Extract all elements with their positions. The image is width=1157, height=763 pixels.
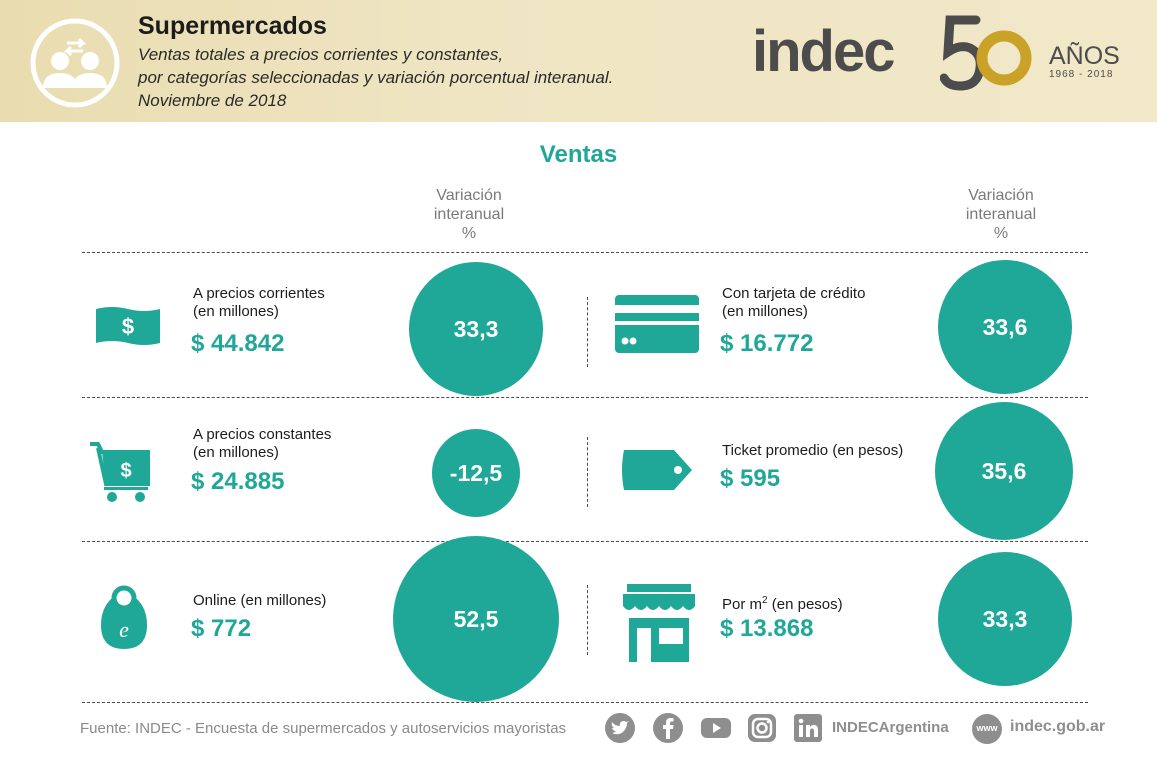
variation-header-line: % [461, 225, 477, 242]
page-title: Supermercados [138, 12, 327, 40]
www-badge-shape [972, 714, 1002, 744]
variation-header-line: Variación [436, 187, 502, 204]
item-value: $ 595 [720, 465, 781, 492]
item-label: Con tarjeta de crédito (en millones) [722, 285, 865, 321]
item-value: $ 772 [191, 615, 252, 642]
website-link[interactable]: indec.gob.ar [1010, 718, 1106, 735]
subtitle-line-1: Ventas totales a precios corrientes y co… [138, 45, 504, 64]
variation-bubble: 33,6 [938, 260, 1072, 394]
variation-value: -12,5 [449, 459, 503, 486]
variation-bubble: 35,6 [935, 402, 1073, 540]
variation-value: 52,5 [453, 605, 499, 632]
variation-header-line: interanual [433, 206, 505, 223]
online-bag-icon: e [101, 585, 147, 649]
column-divider [587, 585, 588, 655]
item-label-line: A precios constantes [193, 426, 332, 443]
variation-bubble: 52,5 [393, 536, 559, 702]
fifty-years-logo [940, 15, 1032, 91]
anos-years: 1968 - 2018 [1049, 69, 1114, 80]
twitter-icon[interactable] [604, 712, 636, 744]
shopping-cart-icon: $ [90, 442, 150, 502]
item-label: Por m2 (en pesos) [722, 592, 843, 614]
row-divider [82, 397, 1088, 398]
variation-header-line: Variación [968, 187, 1034, 204]
youtube-icon[interactable] [700, 712, 732, 744]
item-label-line: (en millones) [722, 303, 808, 320]
svg-text:e: e [119, 617, 129, 642]
price-tag-icon [622, 450, 692, 490]
variation-value: 33,3 [453, 315, 499, 342]
variation-bubble: 33,3 [409, 262, 543, 396]
row-divider [82, 702, 1088, 703]
variation-header-right: Variación interanual % [931, 186, 1071, 243]
item-label-line: (en millones) [193, 303, 279, 320]
section-title: Ventas [539, 141, 618, 168]
item-value: $ 16.772 [720, 330, 814, 357]
superscript-two: 2 [762, 595, 768, 606]
variation-value: 33,3 [982, 605, 1028, 632]
source-note: Fuente: INDEC - Encuesta de supermercado… [80, 720, 567, 737]
item-label-line: Por m [722, 596, 763, 613]
item-label-line: (en pesos) [771, 596, 843, 613]
row-divider [82, 541, 1088, 542]
variation-header-line: % [993, 225, 1009, 242]
variation-value: 35,6 [981, 457, 1027, 484]
www-badge-text: www [976, 723, 998, 733]
subtitle-date: Noviembre de 2018 [138, 91, 287, 110]
anos-label: AÑOS [1049, 42, 1120, 70]
item-value: $ 13.868 [720, 615, 814, 642]
variation-bubble: -12,5 [432, 429, 520, 517]
people-exchange-icon [30, 18, 120, 108]
svg-text:$: $ [120, 460, 131, 482]
item-label: A precios constantes (en millones) [193, 426, 331, 462]
header-banner: Supermercados Ventas totales a precios c… [0, 0, 1157, 122]
item-label: A precios corrientes (en millones) [193, 285, 325, 321]
item-label-line: Online (en millones) [193, 592, 327, 609]
svg-text:$: $ [122, 314, 134, 339]
column-divider [587, 297, 588, 367]
variation-value: 33,6 [982, 313, 1028, 340]
indec-logo: indec [752, 19, 895, 84]
facebook-icon[interactable] [652, 712, 684, 744]
www-icon[interactable]: www [971, 713, 1003, 745]
instagram-icon[interactable] [746, 712, 778, 744]
item-label-line: Ticket promedio (en pesos) [722, 442, 904, 459]
variation-bubble: 33,3 [938, 552, 1072, 686]
linkedin-icon[interactable] [792, 712, 824, 744]
column-divider [587, 437, 588, 507]
subtitle-line-2: por categorías seleccionadas y variación… [138, 68, 614, 87]
item-label: Ticket promedio (en pesos) [722, 442, 903, 460]
item-value: $ 24.885 [191, 468, 285, 495]
item-label-line: A precios corrientes [193, 285, 325, 302]
row-divider [82, 252, 1088, 253]
item-label: Online (en millones) [193, 592, 326, 610]
social-handle[interactable]: INDECArgentina [832, 719, 949, 736]
item-value: $ 44.842 [191, 330, 285, 357]
item-label-line: Con tarjeta de crédito [722, 285, 866, 302]
item-label-line: (en millones) [193, 444, 279, 461]
credit-card-icon [615, 295, 699, 353]
storefront-icon [623, 584, 695, 662]
variation-header-left: Variación interanual % [399, 186, 539, 243]
variation-header-line: interanual [965, 206, 1037, 223]
banknote-icon: $ [96, 307, 160, 345]
